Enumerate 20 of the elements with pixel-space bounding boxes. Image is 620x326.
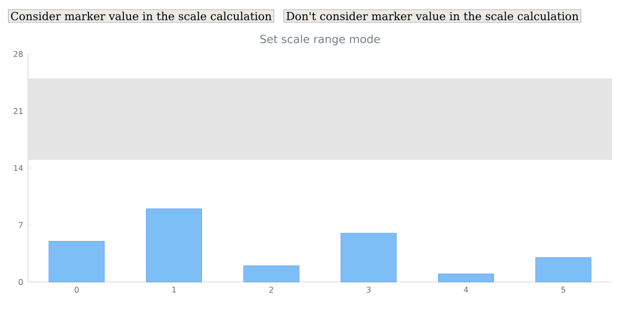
y-tick-label: 21 xyxy=(14,108,23,114)
chart-title: Set scale range mode xyxy=(260,34,380,46)
text: Don't consider marker value in the scale calculation xyxy=(286,12,578,20)
bar xyxy=(146,208,202,282)
y-tick-label: 28 xyxy=(14,50,23,58)
bar xyxy=(340,232,397,282)
x-tick-label: 2 xyxy=(269,286,274,293)
bar xyxy=(535,257,592,282)
x-tick-label: 4 xyxy=(464,286,468,293)
bar xyxy=(48,241,105,282)
y-tick-label: 7 xyxy=(18,222,23,228)
y-tick-label: 14 xyxy=(14,165,23,171)
y-tick-label: 0 xyxy=(18,278,23,286)
x-tick-label: 0 xyxy=(74,286,79,293)
bar xyxy=(243,265,300,282)
text: Consider marker value in the scale calculation xyxy=(11,12,272,20)
bar xyxy=(438,274,494,282)
x-tick-label: 5 xyxy=(561,286,566,293)
x-tick-label: 3 xyxy=(366,286,371,293)
x-tick-label: 1 xyxy=(172,286,176,293)
